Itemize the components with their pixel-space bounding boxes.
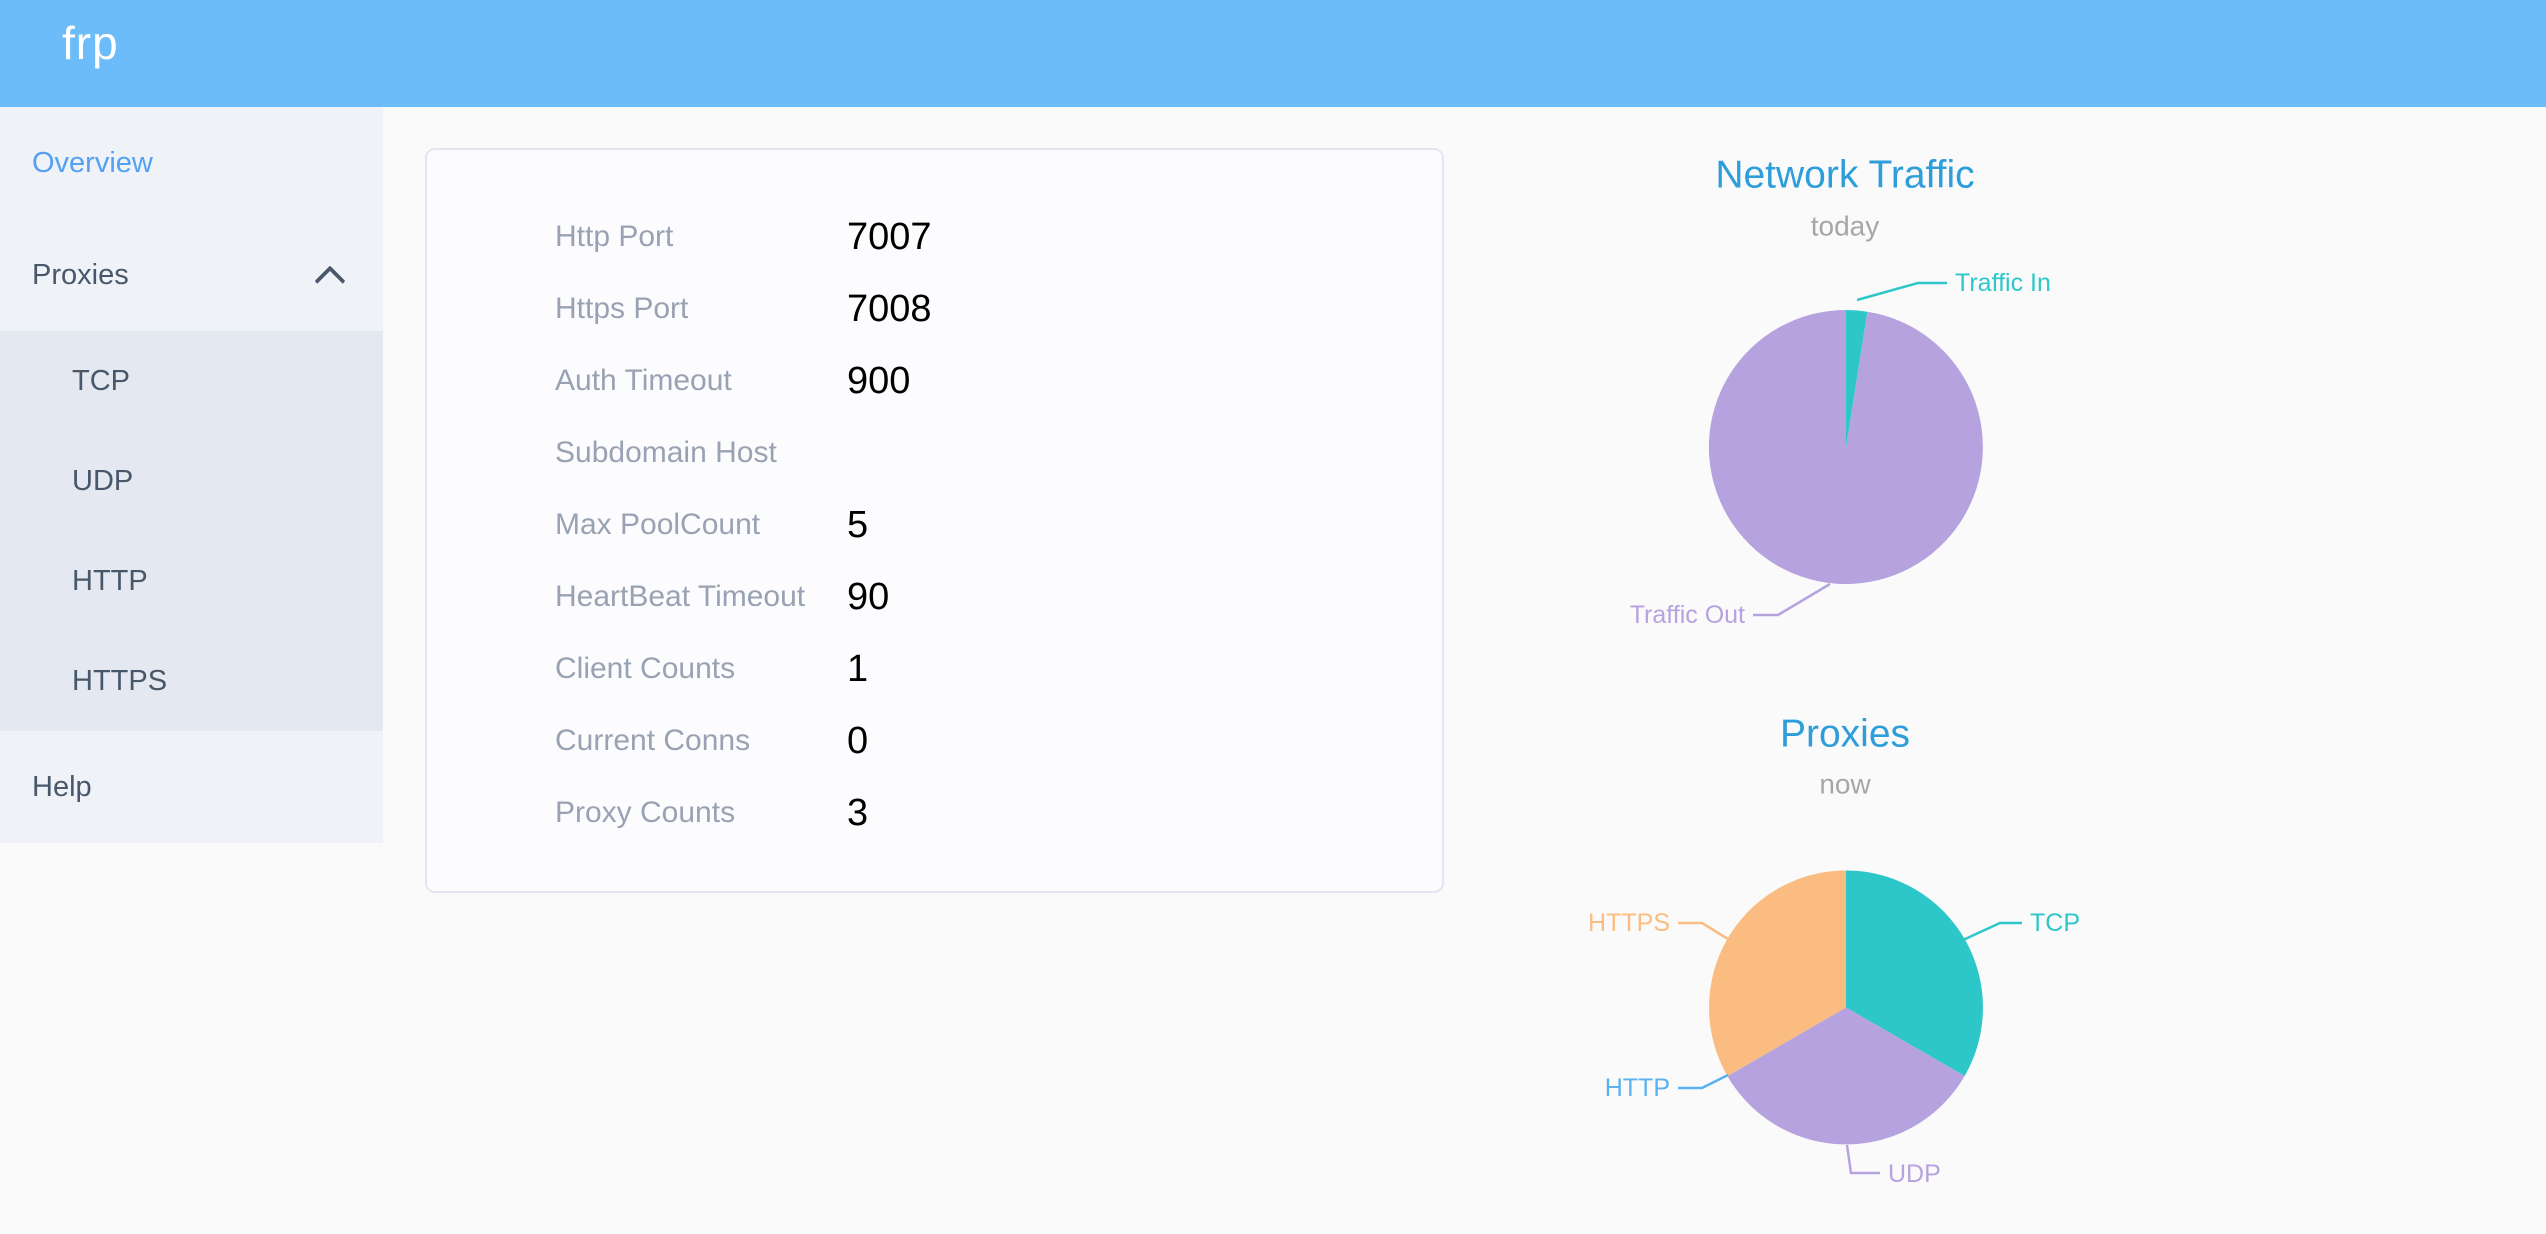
sidebar-item-label: Overview: [32, 146, 153, 179]
sidebar-item-http[interactable]: HTTP: [0, 531, 383, 631]
config-value: 7008: [847, 287, 932, 330]
sidebar-item-label: Proxies: [32, 258, 129, 291]
sidebar-item-proxies[interactable]: Proxies: [0, 219, 383, 331]
sidebar-item-help[interactable]: Help: [0, 731, 383, 843]
traffic-in-label-line: [1856, 281, 1947, 302]
proxies-submenu: TCP UDP HTTP HTTPS: [0, 331, 383, 731]
config-label: Current Conns: [555, 724, 751, 757]
config-label: Http Port: [555, 220, 674, 253]
sidebar-item-udp[interactable]: UDP: [0, 431, 383, 531]
config-row-proxy-counts: Proxy Counts 3: [427, 777, 1442, 849]
chevron-up-icon: [314, 265, 346, 297]
proxies-chart: Proxies now TCP HTTPS HTTP UDP: [1588, 713, 2080, 1189]
pie-slice-udp[interactable]: [1727, 1007, 1965, 1145]
tcp-label-line: [1962, 921, 2022, 942]
config-label: Auth Timeout: [555, 364, 732, 397]
pie-slice-traffic-out[interactable]: [1708, 309, 1983, 584]
sidebar-item-overview[interactable]: Overview: [0, 107, 383, 219]
sidebar-item-tcp[interactable]: TCP: [0, 331, 383, 431]
config-row-heartbeat-timeout: HeartBeat Timeout 90: [427, 561, 1442, 633]
sidebar-menu: Overview Proxies TCP UDP HTTP HTTPS Help: [0, 107, 383, 843]
app-logo: frp: [62, 17, 119, 69]
config-value: 5: [847, 503, 869, 546]
pie-label-traffic-in: Traffic In: [1955, 269, 2051, 297]
udp-label-line: [1845, 1144, 1880, 1175]
config-label: HeartBeat Timeout: [555, 580, 806, 613]
config-label: Subdomain Host: [555, 436, 777, 469]
config-label: Client Counts: [555, 652, 736, 685]
config-value: 0: [847, 719, 869, 762]
config-value: 1: [847, 647, 869, 690]
app-header: frp: [0, 0, 2546, 107]
pie-label-traffic-out: Traffic Out: [1630, 601, 1745, 629]
config-value: 900: [847, 359, 911, 402]
sidebar-item-label: HTTP: [72, 564, 148, 597]
pie-slice-traffic-in[interactable]: [1846, 310, 1868, 447]
config-row-https-port: Https Port 7008: [427, 273, 1442, 345]
pie-label-tcp: TCP: [2030, 909, 2080, 937]
config-value: 90: [847, 575, 890, 618]
sidebar-item-label: UDP: [72, 464, 134, 497]
config-row-client-counts: Client Counts 1: [427, 633, 1442, 705]
chart-title: Network Traffic: [1715, 154, 1974, 197]
config-row-subdomain-host: Subdomain Host: [427, 417, 1442, 489]
pie-label-udp: UDP: [1888, 1160, 1941, 1188]
config-row-max-poolcount: Max PoolCount 5: [427, 489, 1442, 561]
chart-subtitle: today: [1811, 211, 1880, 242]
network-traffic-chart: Network Traffic today Traffic In Traffic…: [1630, 154, 2051, 630]
config-row-http-port: Http Port 7007: [427, 201, 1442, 273]
sidebar-item-https[interactable]: HTTPS: [0, 631, 383, 731]
config-label: Https Port: [555, 292, 689, 325]
config-label: Max PoolCount: [555, 508, 761, 541]
sidebar-item-label: TCP: [72, 364, 130, 397]
pie-label-http: HTTP: [1605, 1074, 1670, 1102]
sidebar-item-label: HTTPS: [72, 664, 168, 697]
config-row-current-conns: Current Conns 0: [427, 705, 1442, 777]
https-label-line: [1678, 921, 1729, 941]
chart-title: Proxies: [1780, 713, 1910, 756]
http-label-line: [1678, 1073, 1729, 1090]
chart-subtitle: now: [1819, 769, 1871, 800]
config-value: 3: [847, 791, 869, 834]
sidebar-item-label: Help: [32, 770, 92, 803]
config-row-auth-timeout: Auth Timeout 900: [427, 345, 1442, 417]
server-config-card: Http Port 7007 Https Port 7008 Auth Time…: [425, 148, 1444, 893]
config-value: 7007: [847, 215, 932, 258]
config-label: Proxy Counts: [555, 796, 736, 829]
pie-label-https: HTTPS: [1588, 909, 1670, 937]
pie-slice-tcp[interactable]: [1846, 870, 1983, 1077]
pie-slice-https[interactable]: [1709, 870, 1846, 1077]
traffic-out-label-line: [1753, 582, 1831, 617]
